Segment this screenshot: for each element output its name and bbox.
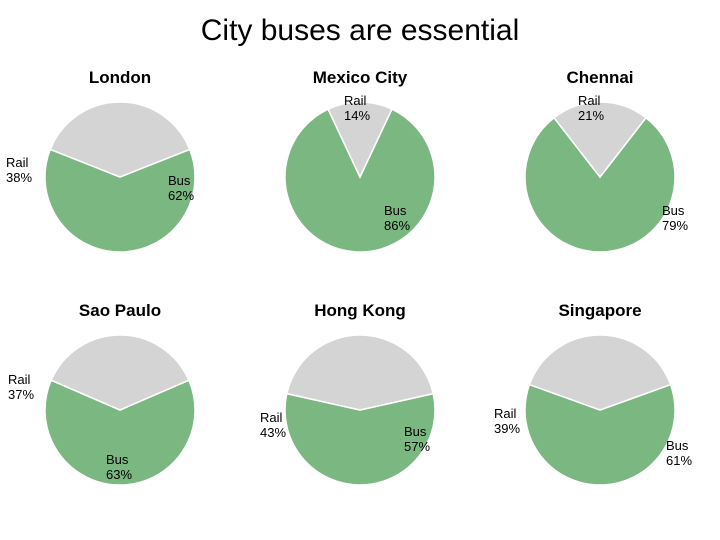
city-label: Chennai xyxy=(480,68,720,88)
pie-chart xyxy=(525,335,675,490)
rail-label: Rail 21% xyxy=(578,94,604,124)
rail-label: Rail 39% xyxy=(494,407,520,437)
bus-label: Bus 63% xyxy=(106,453,132,483)
city-label: London xyxy=(0,68,240,88)
bus-label: Bus 62% xyxy=(168,174,194,204)
city-label: Hong Kong xyxy=(240,301,480,321)
rail-label: Rail 14% xyxy=(344,94,370,124)
chart-cell: Hong Kong Rail 43% Bus 57% xyxy=(240,297,480,530)
bus-label: Bus 61% xyxy=(666,439,692,469)
pie-slice-rail xyxy=(287,335,433,410)
bus-label: Bus 57% xyxy=(404,425,430,455)
rail-label: Rail 43% xyxy=(260,411,286,441)
city-label: Singapore xyxy=(480,301,720,321)
chart-cell: Singapore Rail 39% Bus 61% xyxy=(480,297,720,530)
city-label: Sao Paulo xyxy=(0,301,240,321)
chart-cell: Sao Paulo Rail 37% Bus 63% xyxy=(0,297,240,530)
chart-cell: London Rail 38% Bus 62% xyxy=(0,64,240,297)
chart-grid: London Rail 38% Bus 62% Mexico City Rail 14%… xyxy=(0,64,720,530)
city-label: Mexico City xyxy=(240,68,480,88)
pie-chart xyxy=(285,335,435,490)
bus-label: Bus 79% xyxy=(662,204,688,234)
rail-label: Rail 38% xyxy=(6,156,32,186)
pie-chart xyxy=(285,102,435,257)
chart-cell: Chennai Rail 21% Bus 79% xyxy=(480,64,720,297)
pie-chart xyxy=(525,102,675,257)
page-title: City buses are essential xyxy=(0,14,720,48)
bus-label: Bus 86% xyxy=(384,204,410,234)
chart-cell: Mexico City Rail 14% Bus 86% xyxy=(240,64,480,297)
rail-label: Rail 37% xyxy=(8,373,34,403)
